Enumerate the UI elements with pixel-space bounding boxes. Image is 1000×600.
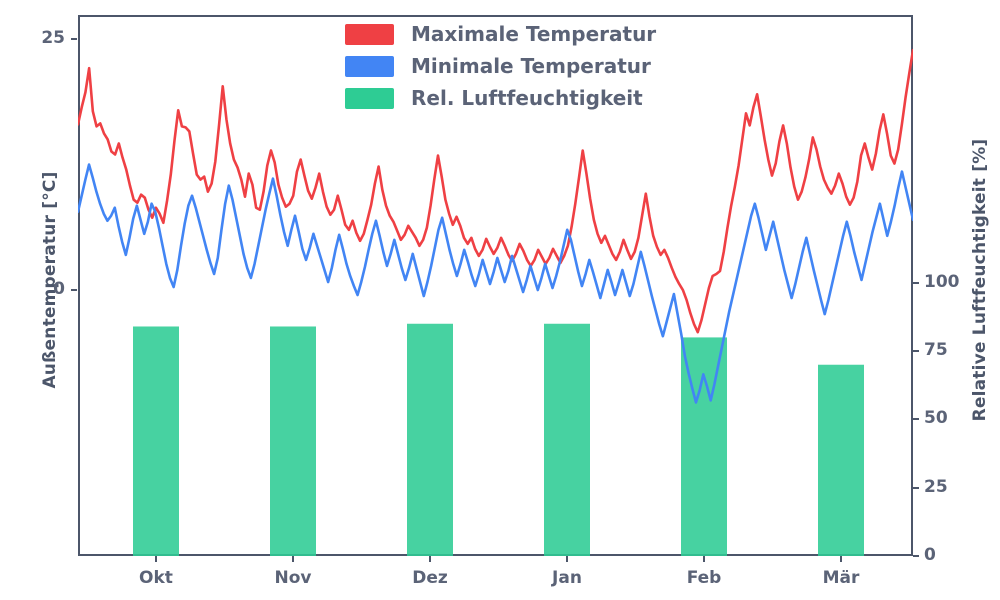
x-tick-mark xyxy=(840,556,842,562)
plot-area xyxy=(78,15,913,556)
line-max-temp xyxy=(78,48,913,334)
legend-label: Rel. Luftfeuchtigkeit xyxy=(411,86,643,110)
legend-swatch-icon xyxy=(345,23,394,45)
x-tick-mark xyxy=(292,556,294,562)
y-tick-label-right: 0 xyxy=(924,545,936,565)
y-tick-mark-left xyxy=(71,289,77,292)
humidity-bar xyxy=(818,364,864,556)
y-tick-label-right: 50 xyxy=(924,408,948,429)
y-tick-mark-right xyxy=(913,350,919,353)
x-tick-label: Feb xyxy=(686,568,722,588)
plot-frame xyxy=(78,15,913,556)
legend-item[interactable]: Minimale Temperatur xyxy=(345,54,656,78)
humidity-bar xyxy=(133,326,179,556)
humidity-bar xyxy=(407,323,453,556)
y-tick-mark-right xyxy=(913,555,919,557)
y-tick-label-left: 0 xyxy=(53,279,65,300)
y-tick-label-left: 25 xyxy=(41,28,65,49)
x-tick-label: Jan xyxy=(552,568,582,588)
y-tick-mark-right xyxy=(913,486,919,489)
y-tick-label-right: 100 xyxy=(924,271,960,292)
y-tick-label-right: 75 xyxy=(924,340,948,361)
line-min-temp xyxy=(78,163,913,404)
y-tick-mark-right xyxy=(913,281,919,284)
legend-label: Maximale Temperatur xyxy=(411,22,657,46)
y-tick-mark-left xyxy=(71,38,77,41)
legend-item[interactable]: Rel. Luftfeuchtigkeit xyxy=(345,86,656,110)
x-tick-mark xyxy=(429,556,431,562)
x-tick-mark xyxy=(155,556,157,562)
plot-svg xyxy=(78,48,913,556)
y-tick-label-right: 25 xyxy=(924,476,948,497)
x-tick-mark xyxy=(566,556,568,562)
chart-legend: Maximale Temperatur Minimale Temperatur Re… xyxy=(345,22,656,110)
x-tick-label: Dez xyxy=(412,568,448,588)
x-tick-label: Nov xyxy=(274,568,312,588)
humidity-bar xyxy=(270,326,316,556)
legend-swatch-icon xyxy=(345,55,394,77)
x-tick-label: Mär xyxy=(822,568,860,588)
x-tick-label: Okt xyxy=(139,568,173,588)
legend-swatch-icon xyxy=(345,87,394,109)
x-tick-mark xyxy=(703,556,705,562)
legend-item[interactable]: Maximale Temperatur xyxy=(345,22,656,46)
humidity-bar xyxy=(544,323,590,556)
y-tick-mark-right xyxy=(913,418,919,421)
legend-label: Minimale Temperatur xyxy=(411,54,651,78)
